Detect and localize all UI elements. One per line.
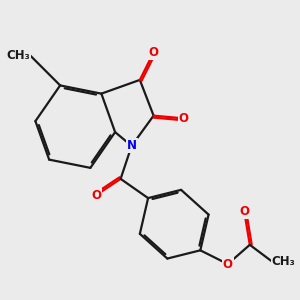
Text: O: O (91, 189, 101, 202)
Text: O: O (223, 258, 233, 271)
Text: O: O (239, 205, 249, 218)
Text: N: N (127, 140, 136, 152)
Text: O: O (179, 112, 189, 125)
Text: O: O (148, 46, 159, 59)
Text: CH₃: CH₃ (6, 49, 30, 62)
Text: CH₃: CH₃ (272, 255, 296, 268)
